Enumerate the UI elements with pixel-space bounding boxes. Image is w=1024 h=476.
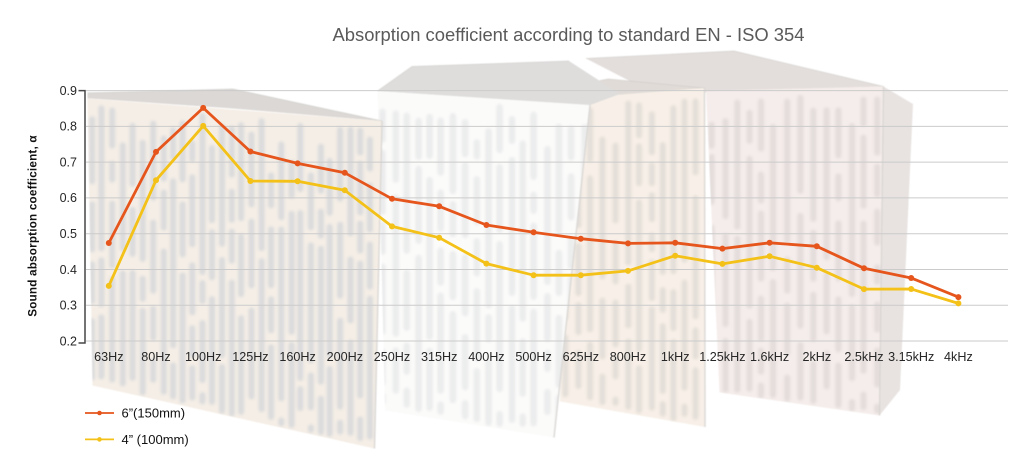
svg-text:80Hz: 80Hz — [141, 350, 170, 364]
svg-text:4kHz: 4kHz — [944, 350, 973, 364]
svg-text:400Hz: 400Hz — [468, 350, 504, 364]
svg-text:Absorption coefficient accordi: Absorption coefficient according to stan… — [333, 24, 805, 45]
svg-text:160Hz: 160Hz — [279, 350, 315, 364]
svg-text:125Hz: 125Hz — [232, 350, 268, 364]
svg-text:1kHz: 1kHz — [661, 350, 690, 364]
svg-text:0.3: 0.3 — [60, 299, 77, 313]
svg-text:0.6: 0.6 — [60, 191, 77, 205]
svg-text:63Hz: 63Hz — [94, 350, 123, 364]
svg-text:0.8: 0.8 — [60, 120, 77, 134]
svg-text:2kHz: 2kHz — [802, 350, 831, 364]
svg-text:1.6kHz: 1.6kHz — [750, 350, 789, 364]
svg-text:0.5: 0.5 — [60, 227, 77, 241]
svg-text:100Hz: 100Hz — [185, 350, 221, 364]
svg-text:Sound absorption coefficient,: Sound absorption coefficient, α — [27, 135, 40, 317]
svg-text:315Hz: 315Hz — [421, 350, 457, 364]
svg-text:1.25kHz: 1.25kHz — [699, 350, 745, 364]
svg-text:4” (100mm): 4” (100mm) — [122, 432, 189, 447]
svg-text:200Hz: 200Hz — [327, 350, 363, 364]
svg-text:0.2: 0.2 — [60, 334, 77, 348]
svg-text:625Hz: 625Hz — [563, 350, 599, 364]
svg-text:2.5kHz: 2.5kHz — [844, 350, 883, 364]
svg-text:0.9: 0.9 — [60, 84, 77, 98]
svg-text:3.15kHz: 3.15kHz — [888, 350, 934, 364]
svg-text:800Hz: 800Hz — [610, 350, 646, 364]
svg-text:0.7: 0.7 — [60, 155, 77, 169]
svg-text:250Hz: 250Hz — [374, 350, 410, 364]
svg-text:500Hz: 500Hz — [515, 350, 551, 364]
svg-text:0.4: 0.4 — [60, 263, 77, 277]
svg-text:6”(150mm): 6”(150mm) — [122, 406, 186, 421]
